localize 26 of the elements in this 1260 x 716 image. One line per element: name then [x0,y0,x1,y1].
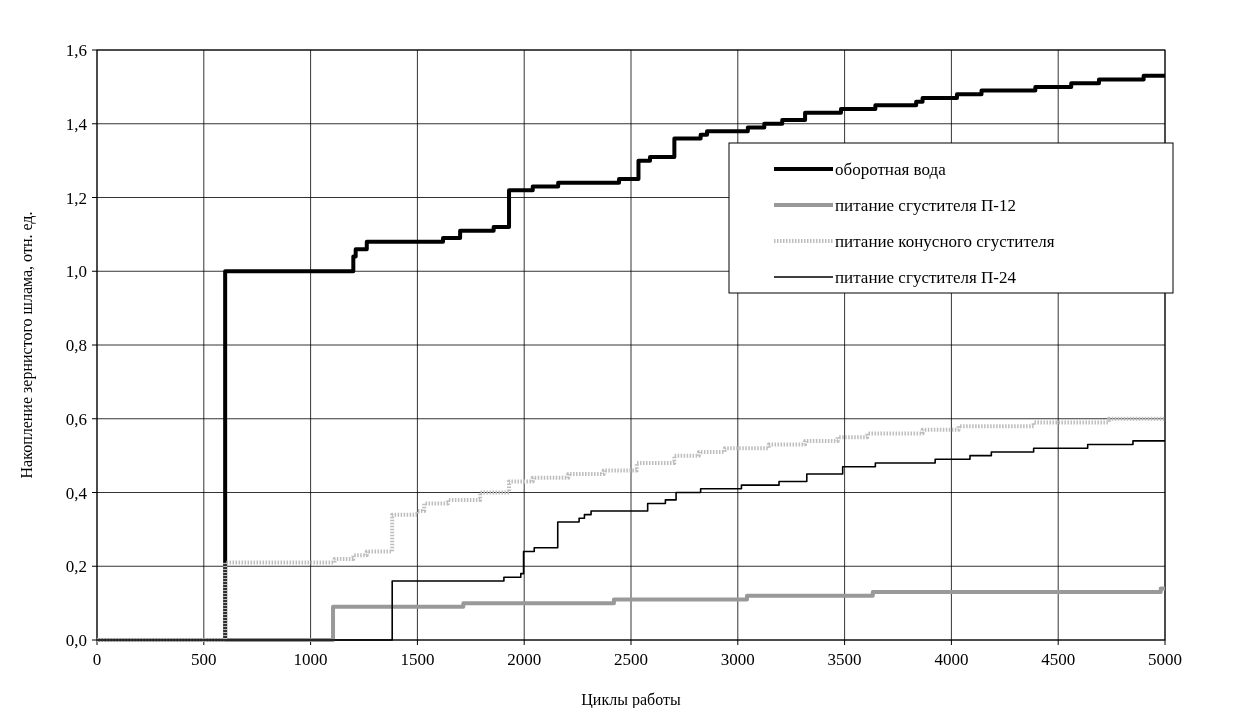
x-tick-label: 1000 [293,650,328,669]
y-tick-label: 1,6 [65,41,87,60]
legend-label: питание сгустителя П-12 [835,196,1016,215]
y-tick-label: 1,2 [65,188,87,208]
x-tick-label: 0 [92,650,102,669]
x-axis-title: Циклы работы [581,691,681,709]
y-tick-label: 0,4 [65,483,88,503]
x-tick-label: 1500 [400,650,435,669]
x-tick-label: 3000 [720,650,755,669]
legend-label: питание конусного сгустителя [835,232,1055,251]
y-tick-label: 1,0 [65,262,87,282]
y-tick-label: 0,2 [65,557,87,577]
y-tick-label: 0,8 [65,336,87,355]
y-tick-label: 0,6 [65,409,87,429]
x-tick-label: 2500 [614,650,648,669]
x-tick-label: 5000 [1148,650,1182,669]
y-tick-label: 0,0 [65,631,87,650]
y-axis-title: Накопление зернистого шлама, отн. ед. [18,211,36,479]
legend-label: оборотная вода [835,160,947,179]
x-tick-label: 4000 [934,650,969,669]
x-tick-label: 2000 [507,650,542,669]
x-tick-label: 500 [191,650,217,669]
y-tick-label: 1,4 [65,114,88,134]
legend-label: питание сгустителя П-24 [835,268,1017,287]
x-tick-label: 3500 [827,650,862,669]
x-tick-label: 4500 [1041,650,1076,669]
